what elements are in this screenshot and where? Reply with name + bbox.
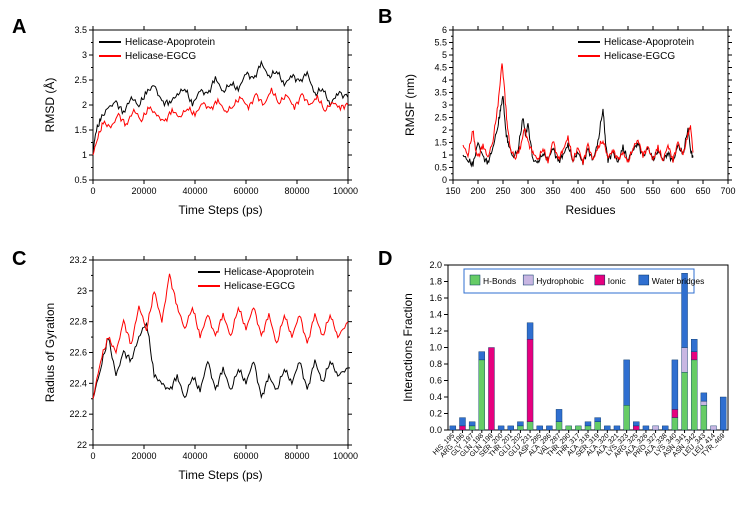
- svg-text:200: 200: [470, 186, 485, 196]
- panel-D-chart: 0.0 0.2 0.4 0.6 0.8 1.0 1.2 1.4 1.6 1.8 2.0 Interac…: [398, 255, 738, 490]
- svg-text:40000: 40000: [182, 451, 207, 461]
- svg-text:700: 700: [720, 186, 735, 196]
- svg-text:Helicase-Apoprotein: Helicase-Apoprotein: [224, 267, 314, 278]
- svg-text:Hydrophobic: Hydrophobic: [536, 276, 584, 286]
- svg-text:0.0: 0.0: [429, 425, 442, 435]
- svg-text:80000: 80000: [284, 186, 309, 196]
- svg-text:20000: 20000: [131, 451, 156, 461]
- svg-text:1: 1: [82, 150, 87, 160]
- svg-text:60000: 60000: [233, 186, 258, 196]
- svg-text:550: 550: [645, 186, 660, 196]
- svg-text:22.8: 22.8: [69, 317, 87, 327]
- svg-text:0.6: 0.6: [429, 376, 442, 386]
- svg-text:600: 600: [670, 186, 685, 196]
- svg-text:H-Bonds: H-Bonds: [483, 276, 516, 286]
- svg-text:0: 0: [90, 186, 95, 196]
- svg-text:22.6: 22.6: [69, 348, 87, 358]
- panel-A-chart: 0.5 1 1.5 2 2.5 3 3.5 0 20000 40000 60000 80000 1000…: [38, 20, 358, 220]
- svg-text:Residues: Residues: [565, 203, 615, 217]
- svg-text:100000: 100000: [333, 451, 358, 461]
- svg-text:2.5: 2.5: [434, 113, 447, 123]
- svg-text:1.0: 1.0: [429, 343, 442, 353]
- svg-text:80000: 80000: [284, 451, 309, 461]
- svg-text:300: 300: [520, 186, 535, 196]
- svg-text:22: 22: [77, 440, 87, 450]
- svg-text:22.2: 22.2: [69, 409, 87, 419]
- svg-text:0.5: 0.5: [74, 175, 87, 185]
- svg-text:350: 350: [545, 186, 560, 196]
- svg-text:3: 3: [442, 100, 447, 110]
- svg-text:Time Steps (ps): Time Steps (ps): [178, 203, 262, 217]
- panel-A-label: A: [12, 16, 26, 39]
- svg-text:5: 5: [442, 50, 447, 60]
- svg-text:3.5: 3.5: [434, 88, 447, 98]
- panel-C-chart: 22 22.2 22.4 22.6 22.8 23 23.2 0 20000 40000 60000…: [38, 250, 358, 485]
- svg-text:Helicase-EGCG: Helicase-EGCG: [604, 51, 675, 62]
- svg-text:60000: 60000: [233, 451, 258, 461]
- svg-text:5.5: 5.5: [434, 38, 447, 48]
- svg-text:RMSF (nm): RMSF (nm): [403, 74, 417, 136]
- panel-B-label: B: [378, 6, 392, 29]
- panel-C-label: C: [12, 248, 26, 271]
- svg-text:40000: 40000: [182, 186, 207, 196]
- svg-text:100000: 100000: [333, 186, 358, 196]
- svg-text:0.5: 0.5: [434, 163, 447, 173]
- svg-text:250: 250: [495, 186, 510, 196]
- svg-text:0: 0: [442, 175, 447, 185]
- svg-text:Water bridges: Water bridges: [652, 276, 705, 286]
- svg-text:2: 2: [82, 100, 87, 110]
- svg-text:Helicase-Apoprotein: Helicase-Apoprotein: [125, 37, 215, 48]
- svg-text:150: 150: [445, 186, 460, 196]
- svg-text:650: 650: [695, 186, 710, 196]
- svg-text:Helicase-EGCG: Helicase-EGCG: [125, 51, 196, 62]
- svg-text:23.2: 23.2: [69, 255, 87, 265]
- svg-text:450: 450: [595, 186, 610, 196]
- svg-text:Helicase-Apoprotein: Helicase-Apoprotein: [604, 37, 694, 48]
- svg-text:20000: 20000: [131, 186, 156, 196]
- svg-text:RMSD (Å): RMSD (Å): [42, 78, 57, 133]
- svg-text:0.2: 0.2: [429, 409, 442, 419]
- svg-text:2.5: 2.5: [74, 75, 87, 85]
- svg-text:2: 2: [442, 125, 447, 135]
- svg-text:Radius of Gyration: Radius of Gyration: [43, 303, 57, 402]
- svg-text:1.4: 1.4: [429, 310, 442, 320]
- svg-text:0.8: 0.8: [429, 359, 442, 369]
- svg-text:3.5: 3.5: [74, 25, 87, 35]
- svg-text:1.5: 1.5: [434, 138, 447, 148]
- svg-text:0.4: 0.4: [429, 392, 442, 402]
- svg-text:1: 1: [442, 150, 447, 160]
- svg-text:Time Steps (ps): Time Steps (ps): [178, 468, 262, 482]
- svg-text:2.0: 2.0: [429, 260, 442, 270]
- svg-text:400: 400: [570, 186, 585, 196]
- svg-text:22.4: 22.4: [69, 378, 87, 388]
- svg-text:1.2: 1.2: [429, 326, 442, 336]
- svg-text:23: 23: [77, 286, 87, 296]
- svg-text:500: 500: [620, 186, 635, 196]
- panel-B-chart: 0 0.5 1 1.5 2 2.5 3 3.5 4 4.5 5 5.5 6 150 200 250 300 350…: [398, 20, 738, 220]
- svg-text:1.6: 1.6: [429, 293, 442, 303]
- svg-text:4: 4: [442, 75, 447, 85]
- svg-text:Helicase-EGCG: Helicase-EGCG: [224, 281, 295, 292]
- svg-text:6: 6: [442, 25, 447, 35]
- svg-text:4.5: 4.5: [434, 63, 447, 73]
- svg-text:1.5: 1.5: [74, 125, 87, 135]
- svg-text:Ionic: Ionic: [608, 276, 627, 286]
- svg-text:0: 0: [90, 451, 95, 461]
- panel-D-label: D: [378, 248, 392, 271]
- svg-text:Interactions Fraction: Interactions Fraction: [401, 293, 415, 402]
- svg-text:1.8: 1.8: [429, 277, 442, 287]
- svg-text:3: 3: [82, 50, 87, 60]
